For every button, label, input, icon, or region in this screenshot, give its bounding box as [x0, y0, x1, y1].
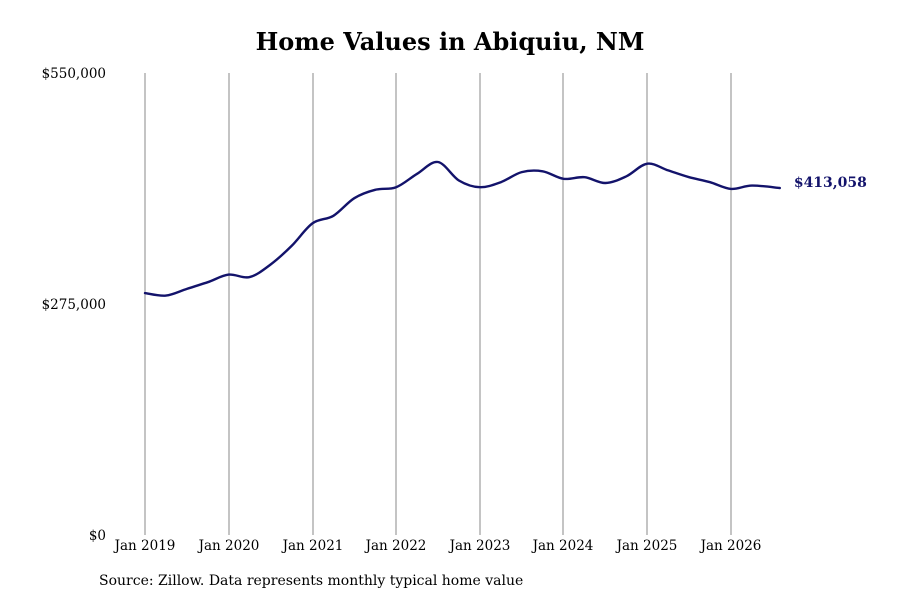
x-tick-label: Jan 2020	[197, 538, 260, 554]
x-tick-label: Jan 2021	[281, 538, 344, 554]
x-tick-label: Jan 2023	[448, 538, 511, 554]
x-tick-label: Jan 2019	[113, 538, 176, 554]
x-tick-label: Jan 2022	[364, 538, 427, 554]
y-tick-label: $275,000	[42, 297, 106, 313]
y-tick-label: $550,000	[42, 66, 106, 82]
source-note: Source: Zillow. Data represents monthly …	[99, 573, 524, 589]
home-value-line	[143, 160, 781, 297]
x-tick-label: Jan 2026	[699, 538, 762, 554]
x-tick-label: Jan 2025	[615, 538, 678, 554]
y-tick-label: $0	[89, 528, 106, 544]
last-value-label: $413,058	[794, 175, 867, 191]
x-tick-label: Jan 2024	[531, 538, 594, 554]
chart-title: Home Values in Abiquiu, NM	[255, 27, 645, 56]
